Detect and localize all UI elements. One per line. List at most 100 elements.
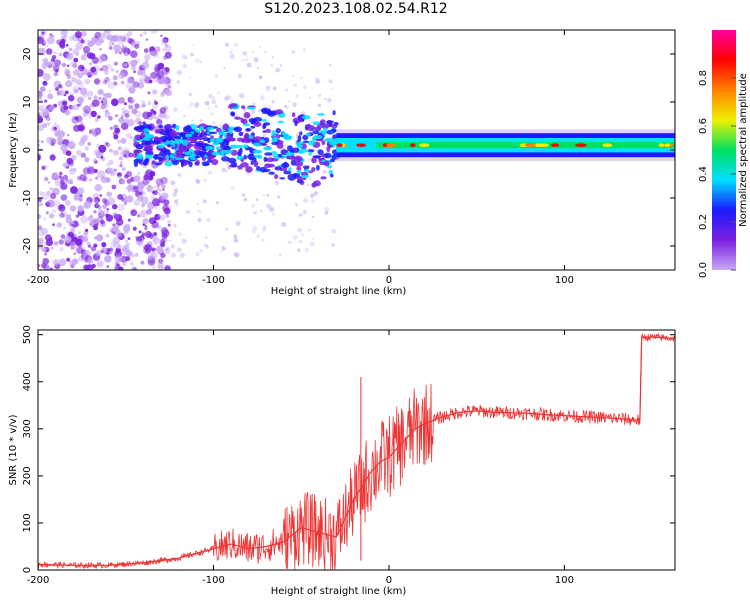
- energy-blob: [236, 155, 244, 160]
- noise-speckle: [182, 63, 188, 69]
- noise-speckle: [38, 213, 42, 220]
- noise-speckle: [178, 232, 183, 237]
- noise-speckle: [122, 261, 127, 266]
- energy-blob: [193, 132, 199, 138]
- noise-speckle: [162, 48, 166, 52]
- energy-blob: [304, 168, 310, 173]
- noise-speckle: [163, 55, 168, 60]
- noise-speckle: [58, 175, 62, 179]
- noise-speckle: [98, 54, 107, 63]
- noise-speckle: [100, 105, 105, 110]
- noise-speckle: [56, 130, 65, 138]
- noise-speckle: [141, 232, 146, 237]
- noise-speckle: [112, 204, 118, 210]
- energy-blob: [327, 144, 333, 148]
- energy-blob: [250, 160, 254, 165]
- noise-speckle: [84, 78, 91, 85]
- noise-speckle: [122, 63, 128, 68]
- energy-blob: [157, 144, 165, 149]
- noise-speckle: [134, 104, 138, 108]
- noise-speckle: [49, 105, 55, 111]
- energy-blob: [299, 131, 303, 136]
- noise-speckle: [206, 218, 211, 223]
- noise-speckle: [46, 116, 51, 121]
- noise-speckle: [60, 211, 68, 219]
- noise-speckle: [117, 175, 121, 179]
- noise-speckle: [92, 99, 100, 107]
- noise-speckle: [257, 66, 259, 69]
- noise-speckle: [76, 246, 84, 254]
- noise-speckle: [119, 163, 123, 168]
- noise-speckle: [52, 209, 56, 214]
- energy-blob: [205, 145, 214, 150]
- noise-speckle: [46, 190, 52, 196]
- noise-speckle: [152, 89, 158, 95]
- noise-speckle: [78, 81, 84, 87]
- energy-blob: [185, 133, 193, 138]
- noise-speckle: [194, 103, 199, 108]
- noise-speckle: [82, 167, 91, 175]
- noise-speckle: [174, 225, 177, 228]
- noise-speckle: [150, 72, 157, 79]
- noise-speckle: [102, 198, 108, 204]
- noise-speckle: [101, 32, 106, 37]
- noise-speckle: [125, 256, 131, 262]
- noise-speckle: [173, 107, 178, 112]
- noise-speckle: [82, 236, 89, 243]
- noise-speckle: [44, 99, 48, 103]
- noise-speckle: [44, 43, 48, 48]
- noise-speckle: [252, 226, 258, 232]
- noise-speckle: [63, 226, 66, 230]
- noise-speckle: [130, 50, 138, 58]
- energy-blob: [228, 103, 238, 108]
- noise-speckle: [53, 241, 59, 246]
- noise-speckle: [259, 75, 262, 78]
- noise-speckle: [116, 172, 122, 178]
- noise-speckle: [112, 236, 120, 245]
- noise-speckle: [70, 186, 78, 194]
- noise-speckle: [40, 227, 49, 235]
- noise-speckle: [59, 204, 64, 209]
- noise-speckle: [151, 265, 156, 270]
- noise-speckle: [108, 168, 117, 177]
- noise-speckle: [42, 123, 48, 128]
- noise-speckle: [124, 229, 129, 235]
- energy-blob: [242, 144, 249, 149]
- noise-speckle: [163, 199, 170, 206]
- colorbar: 0.0 0.2 0.4 0.6 0.8 Normalized spectral ampli…: [698, 30, 749, 278]
- noise-speckle: [181, 54, 187, 60]
- noise-speckle: [96, 260, 104, 268]
- noise-speckle: [271, 100, 275, 104]
- noise-speckle: [160, 176, 168, 185]
- noise-speckle: [104, 255, 112, 263]
- energy-blob: [184, 151, 192, 156]
- noise-speckle: [148, 257, 152, 261]
- noise-speckle: [127, 218, 131, 222]
- noise-speckle: [160, 226, 168, 235]
- x-tick-label: 100: [555, 575, 574, 586]
- noise-speckle: [124, 239, 128, 243]
- noise-speckle: [267, 105, 272, 109]
- noise-speckle: [94, 118, 99, 122]
- energy-blob: [274, 167, 280, 171]
- noise-speckle: [167, 220, 172, 224]
- noise-speckle: [88, 178, 92, 182]
- energy-blob: [242, 123, 251, 127]
- noise-speckle: [93, 197, 101, 204]
- noise-speckle: [176, 247, 182, 253]
- energy-blob: [153, 154, 159, 160]
- noise-speckle: [185, 56, 188, 59]
- y-axis-label: SNR (10 * v/v): [8, 414, 19, 485]
- noise-speckle: [142, 31, 147, 35]
- noise-speckle: [199, 61, 202, 64]
- energy-blob: [333, 121, 339, 126]
- energy-blob: [164, 161, 173, 167]
- noise-speckle: [297, 248, 301, 252]
- noise-speckle: [47, 199, 55, 208]
- noise-speckle: [103, 30, 111, 35]
- noise-speckle: [162, 204, 170, 212]
- energy-blob: [277, 120, 284, 124]
- noise-speckle: [211, 99, 217, 105]
- noise-speckle: [199, 249, 203, 253]
- noise-speckle: [278, 253, 282, 257]
